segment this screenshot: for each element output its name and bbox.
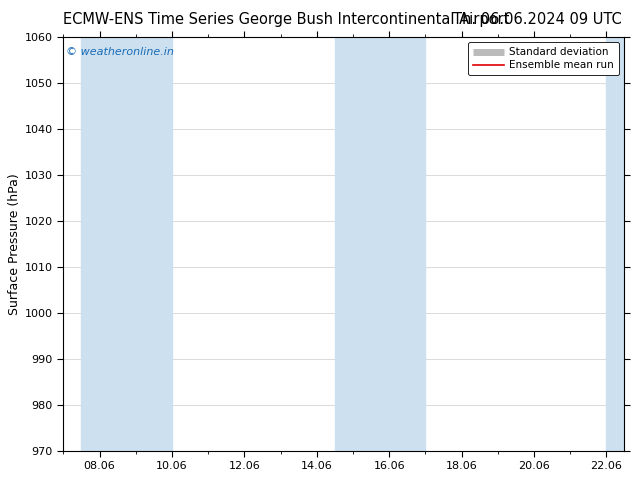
Bar (82, 37, 172, 451)
Legend: Standard deviation, Ensemble mean run: Standard deviation, Ensemble mean run (468, 42, 619, 75)
Bar (335, 37, 425, 451)
Text: © weatheronline.in: © weatheronline.in (66, 47, 174, 57)
Text: Th. 06.06.2024 09 UTC: Th. 06.06.2024 09 UTC (453, 12, 621, 27)
Text: ECMW-ENS Time Series George Bush Intercontinental Airport: ECMW-ENS Time Series George Bush Interco… (63, 12, 510, 27)
Y-axis label: Surface Pressure (hPa): Surface Pressure (hPa) (8, 173, 21, 315)
Bar (606, 37, 624, 451)
